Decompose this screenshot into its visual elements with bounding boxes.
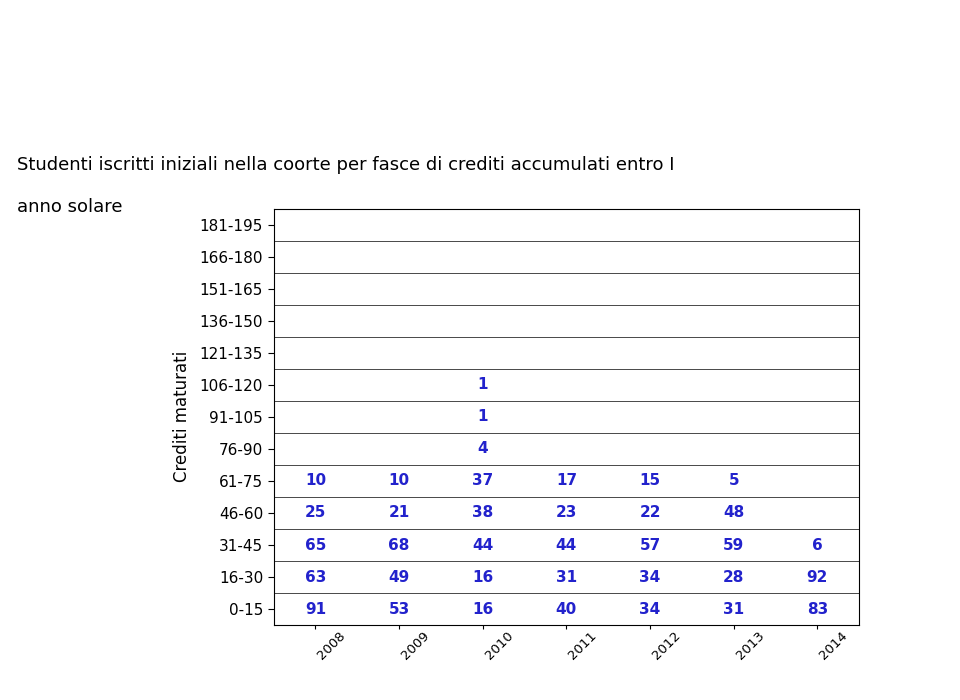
Text: 53: 53 [389, 601, 410, 617]
Text: 1: 1 [477, 377, 488, 392]
Text: 92: 92 [806, 570, 828, 584]
Text: 34: 34 [639, 601, 660, 617]
Text: 5: 5 [729, 473, 739, 489]
Text: 68: 68 [389, 538, 410, 552]
Text: 28: 28 [723, 570, 744, 584]
Text: 16: 16 [472, 570, 493, 584]
Text: 34: 34 [639, 570, 660, 584]
Text: 24 luglio 2015    7 / 69: 24 luglio 2015 7 / 69 [825, 677, 950, 687]
Text: Progressione della carriera:  CFU complessivi al termine del: Progressione della carriera: CFU comples… [17, 27, 826, 53]
Text: 37: 37 [472, 473, 493, 489]
Text: 44: 44 [556, 538, 577, 552]
Text: I anno solare: I anno solare [17, 94, 193, 120]
Text: 91: 91 [305, 601, 326, 617]
Text: 17: 17 [556, 473, 577, 489]
Text: 38: 38 [472, 505, 493, 521]
Text: 40: 40 [556, 601, 577, 617]
Text: 6: 6 [812, 538, 823, 552]
Text: 22: 22 [639, 505, 660, 521]
Text: 44: 44 [472, 538, 493, 552]
Text: 83: 83 [806, 601, 828, 617]
Text: 49: 49 [389, 570, 410, 584]
Text: 65: 65 [304, 538, 326, 552]
Text: 59: 59 [723, 538, 744, 552]
Text: Presidio per la Qualità d'Ateneo  (UNICA)  SCIENZE E TECNICHE PSICOLOGICHE L3: Presidio per la Qualità d'Ateneo (UNICA)… [10, 676, 466, 687]
Text: 21: 21 [389, 505, 410, 521]
Y-axis label: Crediti maturati: Crediti maturati [174, 351, 191, 482]
Text: 4: 4 [477, 442, 488, 456]
Text: 31: 31 [556, 570, 577, 584]
Text: 31: 31 [723, 601, 744, 617]
Text: 63: 63 [304, 570, 326, 584]
Text: 57: 57 [639, 538, 660, 552]
Text: Studenti iscritti iniziali nella coorte per fasce di crediti accumulati entro I: Studenti iscritti iniziali nella coorte … [17, 156, 675, 174]
Text: anno solare: anno solare [17, 198, 123, 216]
Text: 48: 48 [723, 505, 744, 521]
Text: 1: 1 [477, 410, 488, 424]
Text: 15: 15 [639, 473, 660, 489]
Text: 10: 10 [389, 473, 410, 489]
Text: 16: 16 [472, 601, 493, 617]
Text: 25: 25 [304, 505, 326, 521]
Text: 10: 10 [305, 473, 326, 489]
Text: 23: 23 [556, 505, 577, 521]
